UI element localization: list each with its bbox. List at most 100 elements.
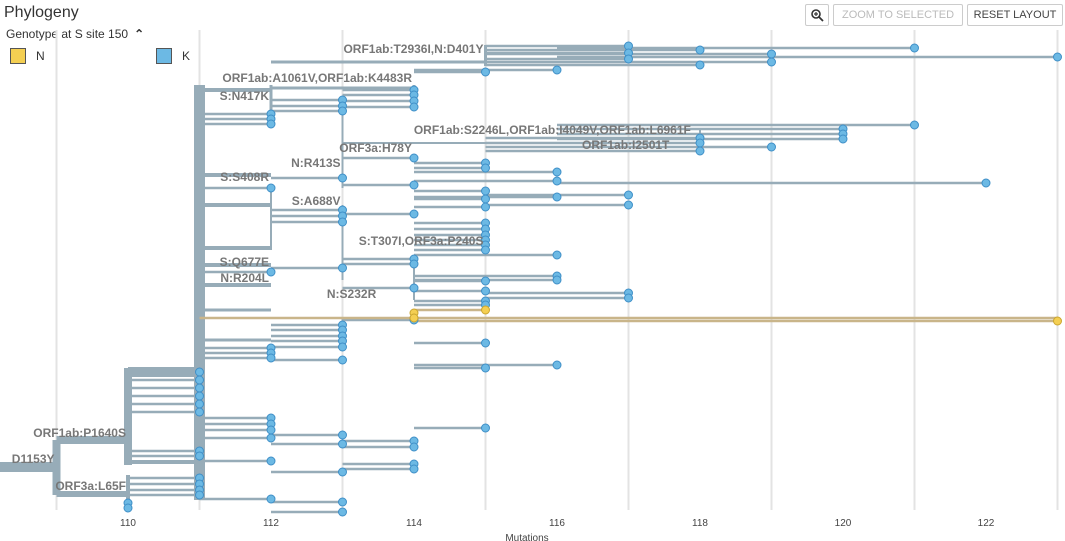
tip-k[interactable]	[910, 43, 919, 53]
tips-layer	[123, 41, 1062, 517]
tip-k[interactable]	[195, 490, 204, 500]
tip-k[interactable]	[481, 67, 490, 77]
tip-k[interactable]	[910, 120, 919, 130]
tip-k[interactable]	[481, 194, 490, 204]
tip-k[interactable]	[266, 267, 276, 277]
tip-k[interactable]	[767, 49, 776, 59]
tip-k[interactable]	[338, 173, 347, 183]
branch-label: ORF3a:L65F	[55, 479, 126, 493]
x-tick-label: 114	[406, 518, 422, 529]
tip-k[interactable]	[481, 245, 490, 255]
tip-k[interactable]	[409, 102, 419, 112]
tip-k[interactable]	[409, 180, 419, 190]
legend-swatch-n	[10, 48, 26, 64]
tip-k[interactable]	[266, 353, 276, 363]
tip-k[interactable]	[195, 383, 204, 393]
legend-item-n[interactable]: N	[10, 48, 45, 64]
tip-k[interactable]	[195, 407, 204, 417]
tip-k[interactable]	[552, 275, 562, 285]
tip-k[interactable]	[195, 451, 204, 461]
zoom-icon-button[interactable]	[805, 4, 829, 26]
tip-k[interactable]	[266, 456, 276, 466]
branch-label: N:S232R	[327, 287, 377, 301]
branch-label: N:R204L	[220, 271, 269, 285]
tip-k[interactable]	[695, 45, 705, 55]
tip-k[interactable]	[695, 138, 705, 148]
tip-k[interactable]	[767, 57, 776, 67]
tip-k[interactable]	[266, 433, 276, 443]
color-by-label: Genotype at S site 150 ⌃	[6, 27, 144, 41]
legend-label-k: K	[182, 49, 191, 63]
tip-n[interactable]	[481, 305, 490, 315]
tip-k[interactable]	[624, 200, 633, 210]
zoom-to-selected-button[interactable]: ZOOM TO SELECTED	[833, 4, 963, 26]
legend-item-k[interactable]: K	[156, 48, 190, 64]
tip-n[interactable]	[1053, 316, 1062, 326]
tip-k[interactable]	[624, 190, 633, 200]
tip-k[interactable]	[266, 425, 276, 435]
magnifier-zoom-icon	[811, 9, 824, 22]
tip-k[interactable]	[338, 439, 347, 449]
branches-layer	[0, 44, 1058, 514]
color-by-text: Genotype at S site 150	[6, 27, 129, 41]
tip-k[interactable]	[838, 134, 848, 144]
tip-k[interactable]	[195, 367, 204, 377]
tip-k[interactable]	[552, 360, 562, 370]
tip-k[interactable]	[338, 467, 347, 477]
tip-k[interactable]	[409, 283, 419, 293]
tip-k[interactable]	[481, 276, 490, 286]
tip-k[interactable]	[552, 192, 562, 202]
tip-k[interactable]	[409, 259, 419, 269]
tip-k[interactable]	[195, 399, 204, 409]
tip-k[interactable]	[481, 423, 490, 433]
tip-k[interactable]	[409, 153, 419, 163]
tip-k[interactable]	[552, 65, 562, 75]
tip-k[interactable]	[409, 442, 419, 452]
tip-k[interactable]	[767, 142, 776, 152]
tip-k[interactable]	[123, 503, 133, 513]
tip-k[interactable]	[266, 494, 276, 504]
branch-label: S:S408R	[220, 170, 269, 184]
tip-k[interactable]	[338, 430, 347, 440]
tip-k[interactable]	[195, 375, 204, 385]
tip-k[interactable]	[266, 119, 276, 129]
tip-k[interactable]	[338, 507, 347, 517]
tip-k[interactable]	[481, 286, 490, 296]
tip-k[interactable]	[552, 250, 562, 260]
tip-k[interactable]	[481, 163, 490, 173]
tip-k[interactable]	[695, 146, 705, 156]
tip-k[interactable]	[338, 355, 347, 365]
tip-k[interactable]	[195, 391, 204, 401]
tip-k[interactable]	[338, 263, 347, 273]
tip-k[interactable]	[481, 202, 490, 212]
tip-k[interactable]	[338, 497, 347, 507]
tip-k[interactable]	[409, 209, 419, 219]
tip-k[interactable]	[624, 293, 633, 303]
x-tick-label: 118	[692, 518, 708, 529]
tip-k[interactable]	[338, 106, 347, 116]
branch-label: S:T307I,ORF3a:P240S	[359, 234, 484, 248]
tip-n[interactable]	[409, 313, 419, 323]
reset-layout-button[interactable]: RESET LAYOUT	[967, 4, 1063, 26]
tip-k[interactable]	[481, 363, 490, 373]
tip-k[interactable]	[338, 342, 347, 352]
tip-k[interactable]	[552, 167, 562, 177]
tip-k[interactable]	[552, 176, 562, 186]
tip-k[interactable]	[481, 186, 490, 196]
tip-k[interactable]	[1053, 52, 1062, 62]
collapse-legend-caret-icon[interactable]: ⌃	[134, 27, 145, 41]
tip-k[interactable]	[338, 217, 347, 227]
tip-k[interactable]	[981, 178, 991, 188]
tip-k[interactable]	[409, 464, 419, 474]
legend-swatch-k	[156, 48, 172, 64]
legend-label-n: N	[36, 49, 45, 63]
tip-k[interactable]	[481, 338, 490, 348]
branch-labels-layer: ORF1ab:T2936I,N:D401Y ORF1ab:A1061V,ORF1a…	[12, 42, 691, 493]
x-tick-label: 122	[978, 518, 995, 529]
tip-k[interactable]	[695, 60, 705, 70]
tip-k[interactable]	[624, 54, 633, 64]
tip-k[interactable]	[266, 183, 276, 193]
x-tick-label: 116	[549, 518, 565, 529]
x-axis-title: Mutations	[505, 533, 548, 541]
